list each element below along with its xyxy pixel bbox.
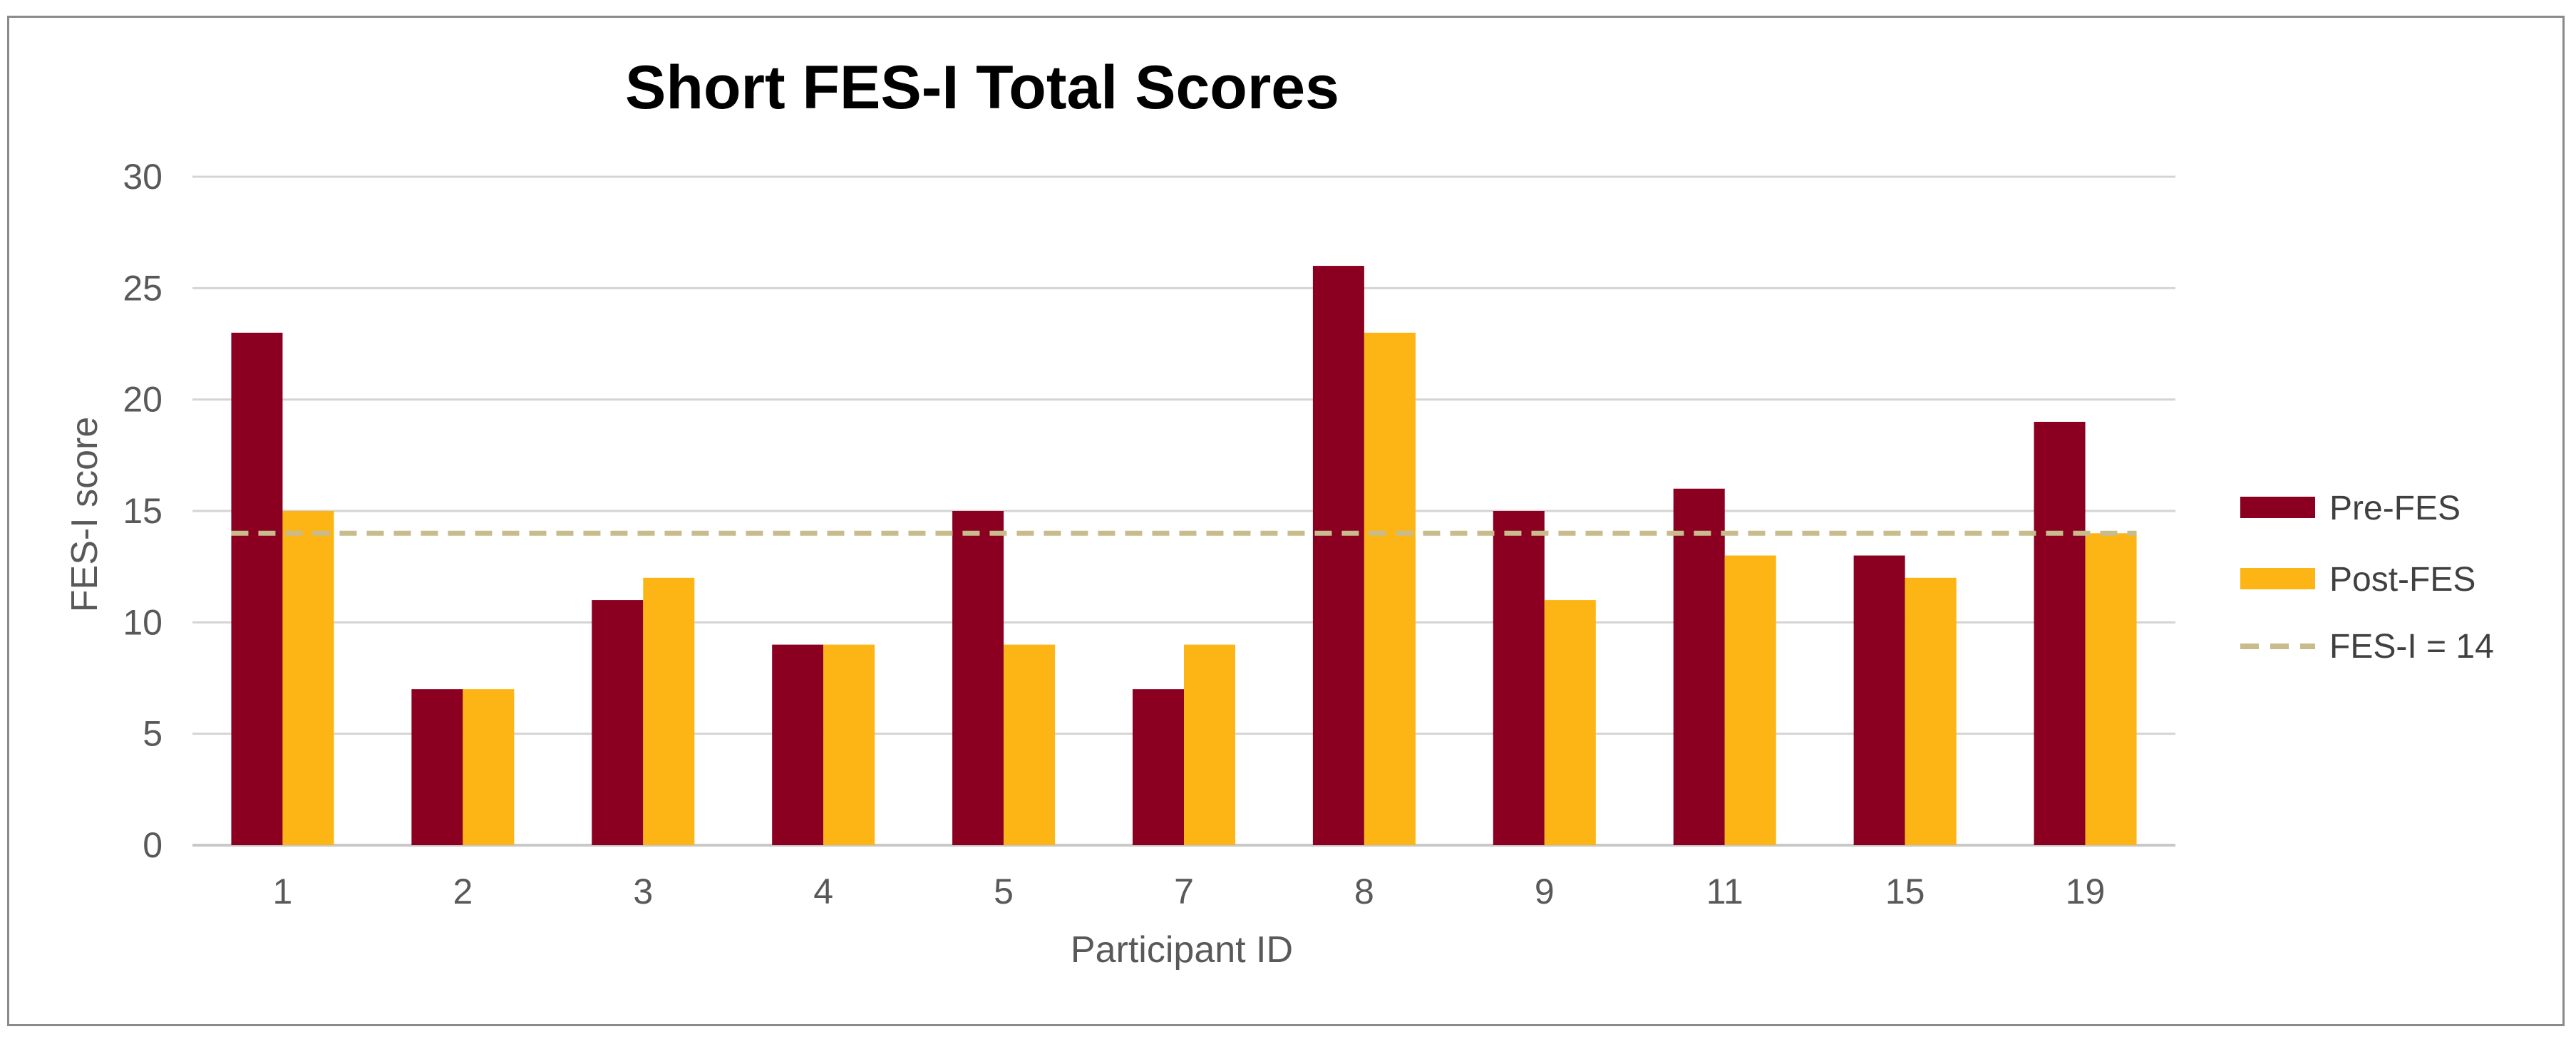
bar-pre-fes-9 <box>1493 511 1545 845</box>
bar-post-fes-9 <box>1544 600 1596 845</box>
x-axis-ticks: 1 2 3 4 5 7 8 9 11 15 19 <box>273 872 2106 911</box>
legend-swatch-post-fes <box>2240 568 2315 589</box>
x-tick-label-1: 1 <box>273 872 293 911</box>
y-axis-ticks: 0 5 10 15 20 25 30 <box>123 157 163 865</box>
bar-post-fes-7 <box>1184 644 1235 845</box>
bar-post-fes-5 <box>1004 644 1056 845</box>
y-tick-label-25: 25 <box>123 268 163 308</box>
gridlines <box>192 175 2175 847</box>
x-tick-label-11: 11 <box>1706 872 1743 911</box>
bar-pre-fes-4 <box>772 644 824 845</box>
y-tick-label-15: 15 <box>123 491 163 531</box>
bar-pre-fes-11 <box>1673 488 1725 845</box>
legend: Pre-FES Post-FES FES-I = 14 <box>2240 490 2494 666</box>
bar-pre-fes-19 <box>2034 421 2086 845</box>
x-tick-label-5: 5 <box>994 872 1014 911</box>
x-tick-label-19: 19 <box>2066 872 2106 911</box>
bar-post-fes-2 <box>463 689 515 845</box>
chart-frame <box>7 16 2565 1026</box>
bar-pre-fes-2 <box>411 689 463 845</box>
x-axis-label: Participant ID <box>1071 929 1293 971</box>
y-axis-label: FES-I score <box>64 417 105 613</box>
bar-pre-fes-8 <box>1312 266 1364 846</box>
legend-label-pre-fes: Pre-FES <box>2329 490 2461 527</box>
bars <box>231 266 2137 846</box>
bar-post-fes-3 <box>643 577 695 845</box>
bar-post-fes-4 <box>823 644 875 845</box>
x-tick-label-9: 9 <box>1535 872 1555 911</box>
bar-post-fes-11 <box>1724 555 1776 845</box>
x-tick-label-8: 8 <box>1354 872 1374 911</box>
x-tick-label-15: 15 <box>1885 872 1925 911</box>
legend-swatch-pre-fes <box>2240 497 2315 518</box>
y-tick-label-0: 0 <box>143 825 163 865</box>
bar-post-fes-15 <box>1905 577 1957 845</box>
chart-title: Short FES-I Total Scores <box>625 53 1339 122</box>
y-tick-label-30: 30 <box>123 157 163 197</box>
bar-post-fes-1 <box>282 511 334 845</box>
y-tick-label-20: 20 <box>123 380 163 420</box>
bar-post-fes-8 <box>1364 332 1416 845</box>
y-tick-label-10: 10 <box>123 602 163 642</box>
bar-pre-fes-1 <box>231 332 283 845</box>
x-tick-label-3: 3 <box>633 872 653 911</box>
bar-pre-fes-7 <box>1133 689 1184 845</box>
bar-pre-fes-5 <box>952 511 1004 845</box>
bar-post-fes-19 <box>2085 533 2137 845</box>
x-tick-label-4: 4 <box>813 872 833 911</box>
legend-label-post-fes: Post-FES <box>2329 561 2475 599</box>
x-tick-label-2: 2 <box>453 872 473 911</box>
x-tick-label-7: 7 <box>1174 872 1194 911</box>
bar-pre-fes-3 <box>592 600 644 845</box>
y-tick-label-5: 5 <box>143 714 163 754</box>
bar-pre-fes-15 <box>1853 555 1905 845</box>
legend-label-reference-line: FES-I = 14 <box>2329 628 2494 666</box>
